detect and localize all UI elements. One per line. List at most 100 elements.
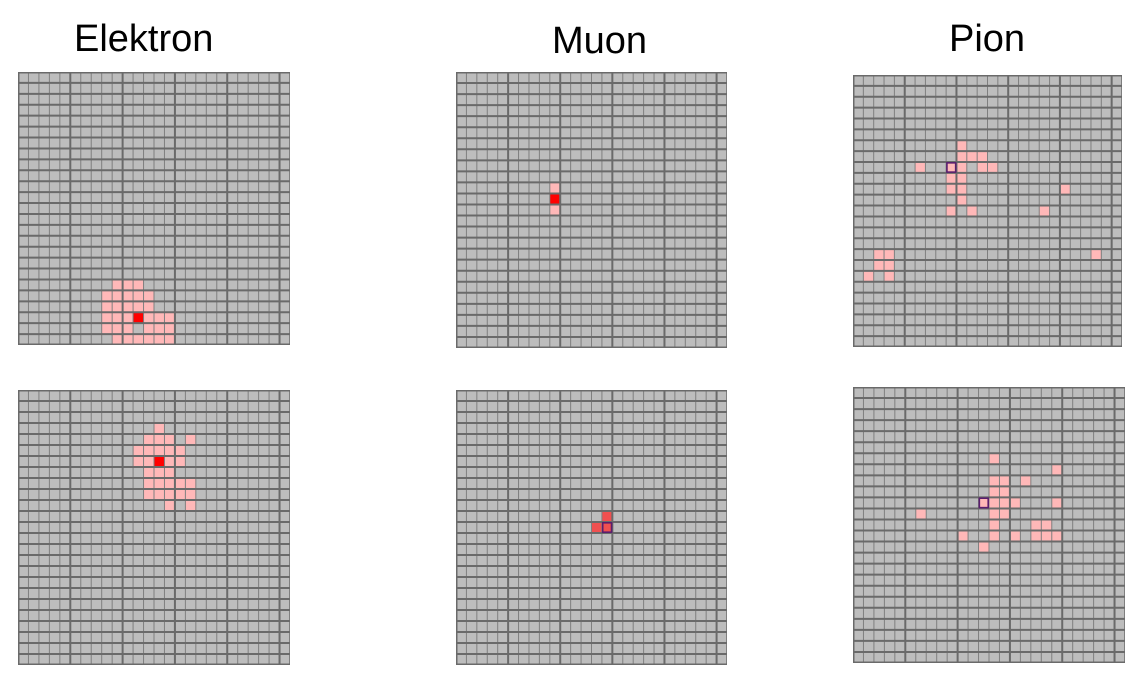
energy-deposit-cell <box>164 467 175 478</box>
energy-deposit-cell <box>112 312 123 324</box>
energy-deposit-cell <box>122 301 134 313</box>
energy-deposit-cell <box>1030 530 1042 542</box>
energy-deposit-cell <box>154 445 165 456</box>
pion-event-2-grid <box>853 387 1125 663</box>
energy-deposit-cell <box>143 323 154 335</box>
energy-deposit-cell <box>1020 475 1031 487</box>
energy-deposit-cell <box>987 162 998 173</box>
energy-deposit-cell <box>185 478 196 489</box>
energy-deposit-cell <box>957 530 969 542</box>
energy-deposit-cell-max <box>549 193 561 205</box>
energy-deposit-cell <box>112 279 123 291</box>
energy-deposit-cell <box>101 312 113 324</box>
energy-deposit-cell <box>989 508 1000 520</box>
energy-deposit-cell <box>956 183 967 195</box>
energy-deposit-cell <box>549 204 561 216</box>
energy-deposit-cell <box>154 467 165 478</box>
energy-deposit-cell-seed <box>601 522 613 534</box>
energy-deposit-cell <box>122 279 134 291</box>
energy-deposit-cell <box>1051 497 1063 509</box>
energy-deposit-cell-medium <box>601 511 613 522</box>
energy-deposit-cell <box>999 475 1010 487</box>
energy-deposit-cell <box>133 301 144 313</box>
energy-deposit-cell <box>174 456 186 467</box>
energy-deposit-cell-medium <box>591 522 602 533</box>
energy-deposit-cell <box>1009 497 1021 509</box>
energy-deposit-cell <box>946 172 957 184</box>
energy-deposit-cell <box>946 205 957 217</box>
energy-deposit-cell <box>1059 183 1071 195</box>
elektron-event-2-grid <box>18 390 290 665</box>
energy-deposit-cell <box>989 497 1000 509</box>
energy-deposit-cell <box>154 489 165 500</box>
energy-deposit-cell <box>1041 530 1052 542</box>
energy-deposit-cell <box>112 301 123 313</box>
energy-deposit-cell <box>143 445 154 456</box>
energy-deposit-cell <box>164 334 175 345</box>
energy-deposit-cell <box>989 486 1000 498</box>
elektron-event-1-grid <box>18 72 290 345</box>
energy-deposit-cell <box>915 162 926 173</box>
energy-deposit-cell <box>174 489 186 500</box>
energy-deposit-cell <box>164 323 175 335</box>
energy-deposit-cell <box>101 323 113 335</box>
energy-deposit-cell <box>143 467 154 478</box>
energy-deposit-cell <box>956 151 967 163</box>
energy-deposit-cell <box>966 205 978 217</box>
energy-deposit-cell <box>143 301 154 313</box>
energy-deposit-cell <box>143 434 154 445</box>
elektron-title: Elektron <box>74 18 214 60</box>
energy-deposit-cell <box>133 279 144 291</box>
energy-deposit-cell <box>164 478 175 489</box>
energy-deposit-cell <box>185 434 196 445</box>
energy-deposit-cell-seed <box>978 497 989 509</box>
energy-deposit-cell <box>174 478 186 489</box>
energy-deposit-cell <box>122 312 134 324</box>
pion-event-1-grid <box>853 75 1122 347</box>
energy-deposit-cell <box>999 486 1010 498</box>
energy-deposit-cell <box>154 434 165 445</box>
energy-deposit-cell <box>143 312 154 324</box>
energy-deposit-cell <box>133 445 144 456</box>
energy-deposit-cell <box>956 172 967 184</box>
energy-deposit-cell <box>101 301 113 313</box>
energy-deposit-cell <box>174 445 186 456</box>
energy-deposit-cell <box>873 259 885 271</box>
energy-deposit-cell <box>989 453 1000 465</box>
energy-deposit-cell <box>164 312 175 324</box>
energy-deposit-cell <box>154 334 165 345</box>
energy-deposit-cell <box>1090 249 1102 260</box>
energy-deposit-cell <box>989 475 1000 487</box>
energy-deposit-cell <box>1039 205 1050 217</box>
energy-deposit-cell <box>549 182 561 194</box>
energy-deposit-cell <box>873 249 885 260</box>
energy-deposit-cell <box>1051 530 1063 542</box>
energy-deposit-cell <box>112 290 123 302</box>
energy-deposit-cell <box>122 334 134 345</box>
energy-deposit-cell <box>154 323 165 335</box>
energy-deposit-cell <box>966 151 978 163</box>
energy-deposit-cell-max <box>154 456 165 467</box>
energy-deposit-cell-max <box>133 312 144 324</box>
energy-deposit-cell <box>143 478 154 489</box>
energy-deposit-cell <box>946 183 957 195</box>
energy-deposit-cell <box>154 312 165 324</box>
energy-deposit-cell <box>143 290 154 302</box>
energy-deposit-cell <box>956 162 967 173</box>
energy-deposit-cell <box>915 508 927 520</box>
energy-deposit-cell-seed <box>946 162 957 173</box>
energy-deposit-cell <box>133 290 144 302</box>
energy-deposit-cell <box>1009 530 1021 542</box>
energy-deposit-cell <box>101 290 113 302</box>
energy-deposit-cell <box>133 334 144 345</box>
energy-deposit-cell <box>143 489 154 500</box>
energy-deposit-cell <box>143 334 154 345</box>
energy-deposit-cell <box>185 500 196 511</box>
energy-deposit-cell <box>1041 519 1052 531</box>
energy-deposit-cell <box>143 456 154 467</box>
muon-event-2-grid <box>456 390 727 665</box>
energy-deposit-cell <box>999 508 1010 520</box>
energy-deposit-cell <box>112 323 123 335</box>
energy-deposit-cell <box>133 456 144 467</box>
energy-deposit-cell <box>977 151 988 163</box>
